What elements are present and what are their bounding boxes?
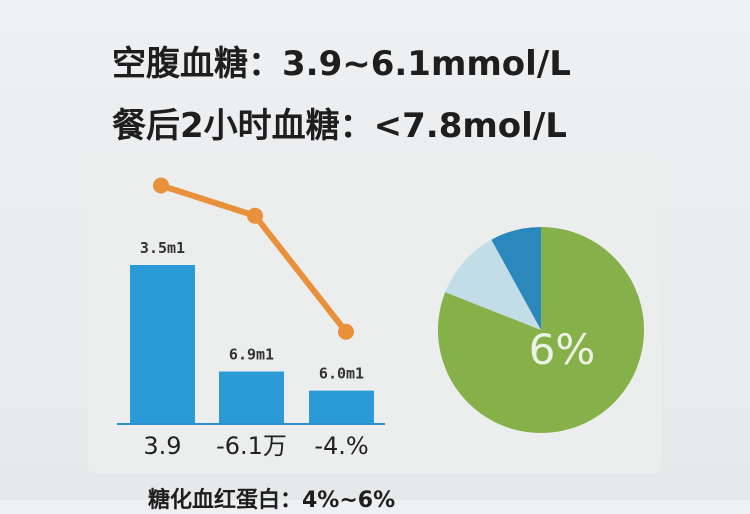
line-point <box>338 323 354 340</box>
postprandial-glucose-title: 餐后2小时血糖：<7.8mol/L <box>112 106 567 146</box>
bar <box>309 390 374 424</box>
bar-data-label: 3.5m1 <box>140 239 185 257</box>
x-tick-label: -6.1万 <box>216 432 287 460</box>
pie-center-label: 6% <box>529 325 596 374</box>
line-point <box>247 207 263 224</box>
x-tick-label: 3.9 <box>143 432 181 460</box>
line-point <box>153 177 169 194</box>
hba1c-caption: 糖化血红蛋白：4%~6% <box>148 488 396 513</box>
fasting-glucose-title: 空腹血糖：3.9~6.1mmol/L <box>112 44 571 84</box>
bar <box>130 265 195 424</box>
pie-slice <box>445 239 541 330</box>
pie-slice <box>491 227 541 330</box>
bar <box>219 371 284 424</box>
bar-data-label: 6.0m1 <box>319 365 364 383</box>
chart-svg: 3.5m1 3.9 6.9m1 -6.1万 6.0m1 -4.% 6% <box>117 177 644 460</box>
bar-data-label: 6.9m1 <box>229 346 274 364</box>
x-tick-label: -4.% <box>314 432 368 460</box>
